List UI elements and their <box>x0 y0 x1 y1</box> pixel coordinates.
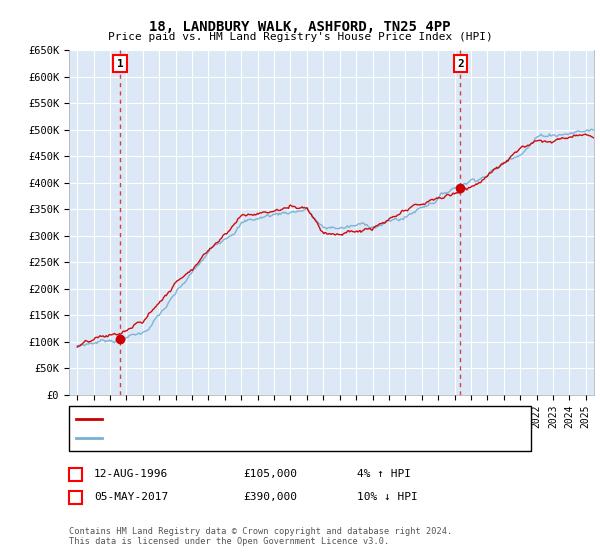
Text: 05-MAY-2017: 05-MAY-2017 <box>94 492 169 502</box>
Text: 10% ↓ HPI: 10% ↓ HPI <box>357 492 418 502</box>
Text: 1: 1 <box>72 469 79 479</box>
Text: 1: 1 <box>117 59 124 69</box>
Text: 2: 2 <box>72 492 79 502</box>
Text: 18, LANDBURY WALK, ASHFORD, TN25 4PP (detached house): 18, LANDBURY WALK, ASHFORD, TN25 4PP (de… <box>107 413 438 423</box>
Text: £390,000: £390,000 <box>243 492 297 502</box>
Text: Price paid vs. HM Land Registry's House Price Index (HPI): Price paid vs. HM Land Registry's House … <box>107 32 493 43</box>
Text: HPI: Average price, detached house, Ashford: HPI: Average price, detached house, Ashf… <box>107 433 376 444</box>
Text: £105,000: £105,000 <box>243 469 297 479</box>
Text: 2: 2 <box>457 59 464 69</box>
Text: 12-AUG-1996: 12-AUG-1996 <box>94 469 169 479</box>
Text: 4% ↑ HPI: 4% ↑ HPI <box>357 469 411 479</box>
Text: Contains HM Land Registry data © Crown copyright and database right 2024.
This d: Contains HM Land Registry data © Crown c… <box>69 526 452 546</box>
Text: 18, LANDBURY WALK, ASHFORD, TN25 4PP: 18, LANDBURY WALK, ASHFORD, TN25 4PP <box>149 20 451 34</box>
